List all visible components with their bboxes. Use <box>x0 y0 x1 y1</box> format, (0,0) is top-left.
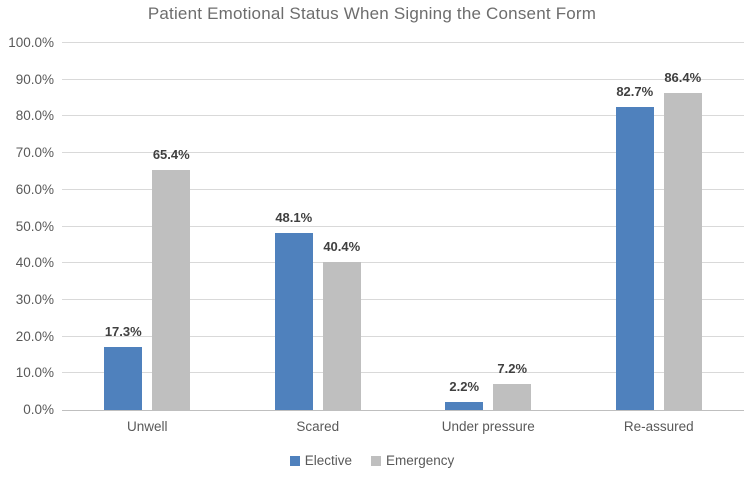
data-label: 86.4% <box>664 69 702 85</box>
y-tick-label: 40.0% <box>15 255 54 271</box>
y-tick-label: 100.0% <box>8 35 54 50</box>
x-axis: Unwell Scared Under pressure Re-assured <box>62 419 744 434</box>
legend: Elective Emergency <box>0 453 744 468</box>
y-tick-label: 90.0% <box>15 71 54 87</box>
bar-emergency-re-assured <box>663 92 702 410</box>
legend-item-elective: Elective <box>289 453 352 468</box>
y-tick-label: 0.0% <box>23 402 54 417</box>
data-label: 82.7% <box>616 83 654 99</box>
gridline <box>62 78 744 80</box>
bar-emergency-scared <box>322 261 361 410</box>
gridline <box>62 372 744 374</box>
plot-area: 17.3% 65.4% 48.1% 40.4% 2.2% 7.2% 82.7% 86.4% <box>62 42 744 411</box>
y-tick-label: 60.0% <box>15 181 54 197</box>
gridline <box>62 188 744 190</box>
y-tick-label: 20.0% <box>15 328 54 344</box>
legend-label: Elective <box>304 453 352 468</box>
gridline <box>62 335 744 337</box>
gridline <box>62 115 744 117</box>
data-label: 48.1% <box>275 210 313 226</box>
gridline <box>62 262 744 264</box>
gridline <box>62 225 744 227</box>
bar-emergency-under-pressure <box>493 383 532 410</box>
legend-label: Emergency <box>386 453 455 468</box>
x-axis-line <box>62 410 744 411</box>
bar-emergency-unwell <box>152 169 191 410</box>
y-axis: 0.0% 10.0% 20.0% 30.0% 40.0% 50.0% 60.0% 70.0% 8… <box>0 35 54 417</box>
y-tick-label: 50.0% <box>15 218 54 234</box>
x-category-label: Under pressure <box>441 419 535 434</box>
bar-elective-scared <box>274 233 313 410</box>
bar-elective-unwell <box>104 346 143 410</box>
y-tick-label: 30.0% <box>15 291 54 307</box>
data-label: 7.2% <box>497 360 528 376</box>
x-category-label: Unwell <box>126 419 168 434</box>
bar-elective-under-pressure <box>445 401 484 410</box>
legend-item-emergency: Emergency <box>371 453 454 468</box>
data-label: 2.2% <box>449 378 480 394</box>
y-tick-label: 80.0% <box>15 108 54 124</box>
gridline <box>62 42 744 43</box>
y-tick-label: 70.0% <box>15 145 54 161</box>
bar-elective-re-assured <box>615 106 654 410</box>
y-tick-label: 10.0% <box>15 365 54 381</box>
chart-title: Patient Emotional Status When Signing th… <box>147 4 597 23</box>
data-label: 17.3% <box>104 323 142 339</box>
gridline <box>62 298 744 300</box>
legend-swatch-icon <box>289 455 300 466</box>
gridline <box>62 152 744 154</box>
data-label: 65.4% <box>152 146 190 162</box>
legend-swatch-icon <box>371 455 381 466</box>
x-category-label: Re-assured <box>623 419 694 434</box>
x-category-label: Scared <box>296 419 340 434</box>
data-label: 40.4% <box>323 238 361 254</box>
